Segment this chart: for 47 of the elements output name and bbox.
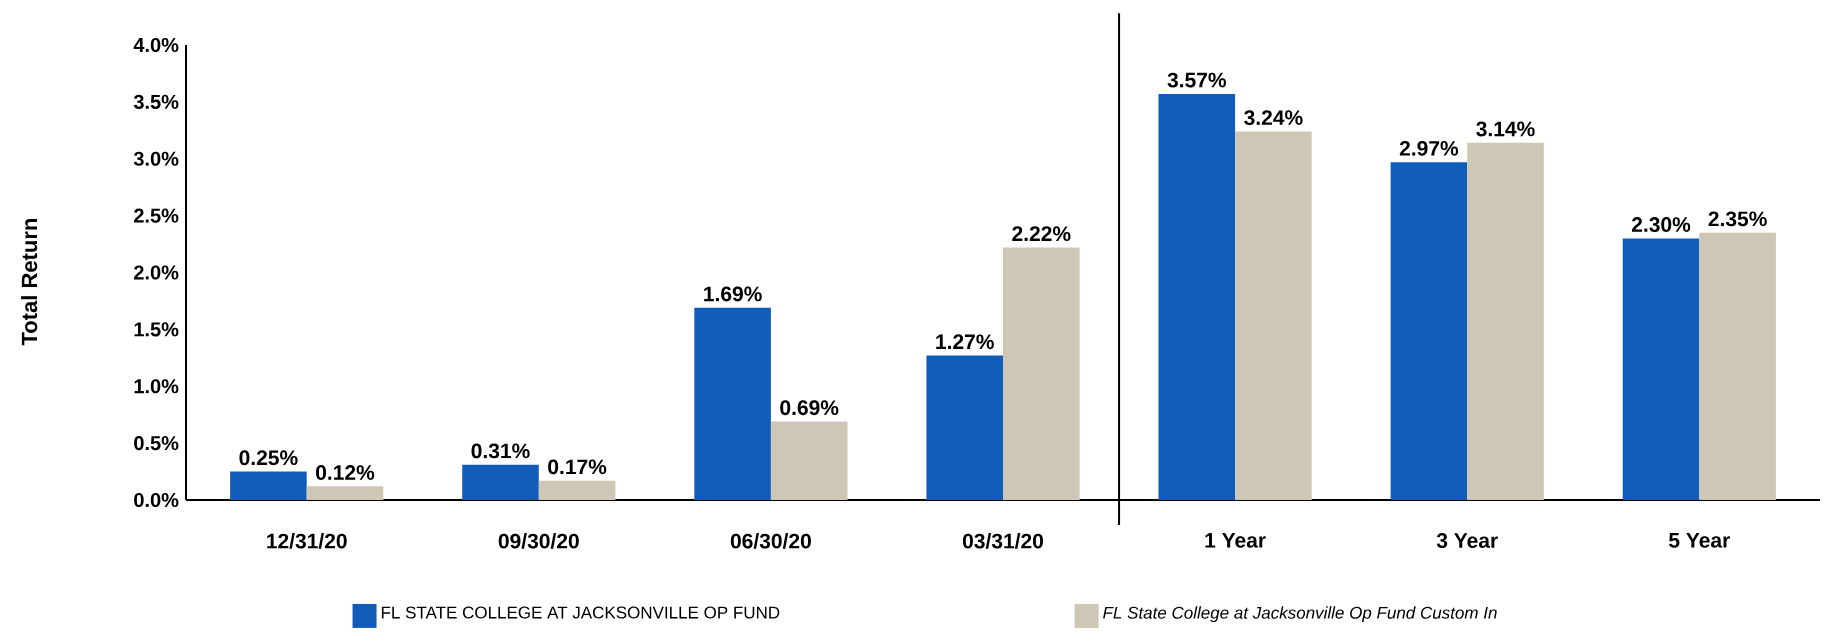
- data-label: 2.97%: [1399, 140, 1459, 156]
- bar: [538, 480, 616, 500]
- data-label: 0.25%: [239, 450, 298, 466]
- bar: [1622, 238, 1700, 500]
- y-tick-label: 0.5%: [134, 436, 179, 451]
- y-axis-title: Total Return: [21, 219, 38, 346]
- x-tick-label: 03/31/20: [962, 533, 1044, 549]
- data-label: 1.27%: [936, 334, 994, 350]
- bar: [926, 355, 1003, 500]
- y-tick-label: 1.5%: [134, 322, 179, 337]
- y-tick-label: 2.5%: [134, 208, 179, 223]
- bar: [1467, 142, 1544, 500]
- data-label: 3.57%: [1167, 72, 1226, 88]
- legend-label: FL STATE COLLEGE AT JACKSONVILLE OP FUND: [381, 606, 780, 619]
- x-tick-label: 09/30/20: [498, 533, 579, 549]
- bar: [1158, 93, 1236, 500]
- data-label: 0.69%: [780, 400, 839, 416]
- data-label: 3.14%: [1476, 121, 1535, 137]
- x-tick-label: 5 Year: [1669, 533, 1730, 548]
- bar: [1699, 232, 1776, 500]
- x-tick-label: 06/30/20: [730, 533, 811, 549]
- data-label: 2.30%: [1631, 217, 1691, 232]
- x-tick-label: 12/31/20: [267, 533, 347, 549]
- y-tick-label: 3.0%: [133, 151, 179, 166]
- bar: [462, 464, 539, 500]
- x-tick-label: 3 Year: [1436, 533, 1498, 548]
- bar: [230, 471, 307, 500]
- x-tick-label: 1 Year: [1205, 533, 1266, 548]
- data-label: 0.31%: [471, 443, 530, 459]
- y-tick-label: 0.0%: [134, 492, 179, 508]
- bar: [770, 421, 848, 500]
- y-tick-label: 3.5%: [133, 94, 179, 109]
- data-label: 1.69%: [704, 286, 762, 302]
- bar: [1003, 247, 1080, 500]
- data-label: 2.35%: [1708, 211, 1767, 227]
- y-tick-label: 4.0%: [133, 37, 179, 53]
- data-label: 0.12%: [316, 465, 375, 480]
- y-tick-label: 1.0%: [134, 379, 179, 394]
- bar: [1390, 162, 1468, 500]
- bar: [1235, 131, 1312, 500]
- y-tick-label: 2.0%: [134, 265, 179, 280]
- legend-label: FL State College at Jacksonville Op Fund Custom In: [1103, 606, 1497, 623]
- bar: [694, 307, 771, 500]
- data-label: 3.24%: [1244, 110, 1303, 126]
- data-label: 2.22%: [1012, 226, 1071, 242]
- data-label: 0.17%: [548, 459, 607, 475]
- bar: [306, 486, 384, 500]
